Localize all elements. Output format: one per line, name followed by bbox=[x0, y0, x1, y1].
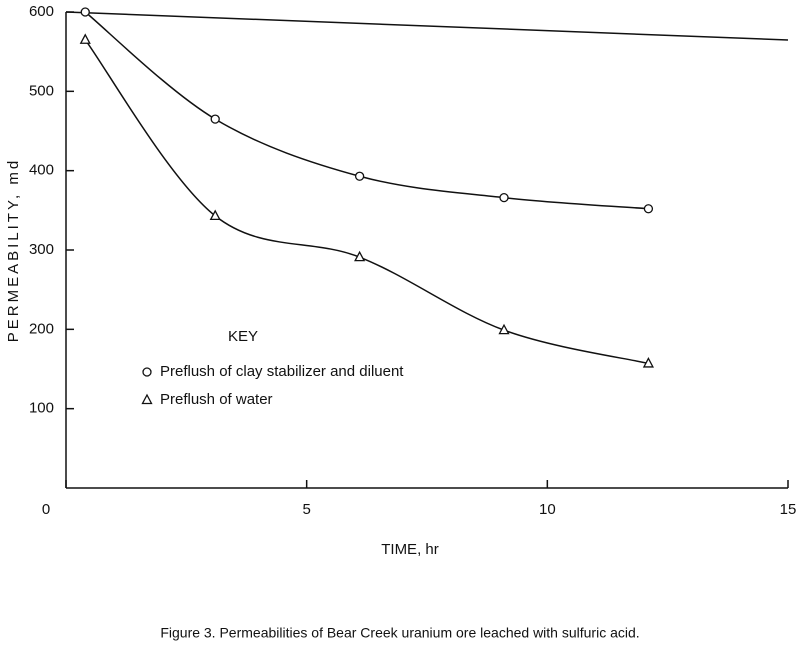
legend-title: KEY bbox=[228, 328, 258, 345]
series-line bbox=[84, 39, 649, 365]
data-point bbox=[498, 323, 510, 335]
y-tick-label: 600 bbox=[29, 3, 54, 20]
x-tick-label: 15 bbox=[780, 501, 797, 518]
legend-marker bbox=[142, 367, 152, 377]
x-tick-label: 10 bbox=[539, 501, 556, 518]
y-tick-label: 200 bbox=[29, 320, 54, 337]
legend-label: Preflush of water bbox=[160, 391, 273, 408]
x-tick-label: 0 bbox=[42, 501, 50, 518]
y-tick-label: 300 bbox=[29, 241, 54, 258]
data-point bbox=[210, 114, 220, 124]
top-frame bbox=[65, 11, 789, 41]
data-point bbox=[80, 7, 90, 17]
y-tick-label: 500 bbox=[29, 82, 54, 99]
data-point bbox=[79, 33, 91, 44]
y-axis-label: PERMEABILITY, md bbox=[5, 158, 22, 342]
series-line bbox=[84, 11, 649, 210]
data-point bbox=[642, 357, 654, 368]
data-point bbox=[643, 204, 654, 214]
data-point bbox=[209, 209, 221, 221]
legend-label: Preflush of clay stabilizer and diluent bbox=[160, 363, 404, 380]
legend-marker bbox=[141, 393, 153, 405]
caption: Figure 3. Permeabilities of Bear Creek u… bbox=[160, 625, 639, 641]
x-tick-label: 5 bbox=[302, 501, 310, 518]
y-tick-label: 100 bbox=[29, 400, 54, 417]
data-point bbox=[354, 250, 366, 262]
y-tick-label: 400 bbox=[29, 162, 54, 179]
x-axis-label: TIME, hr bbox=[381, 541, 439, 558]
data-point bbox=[354, 171, 365, 181]
data-point bbox=[499, 192, 509, 203]
